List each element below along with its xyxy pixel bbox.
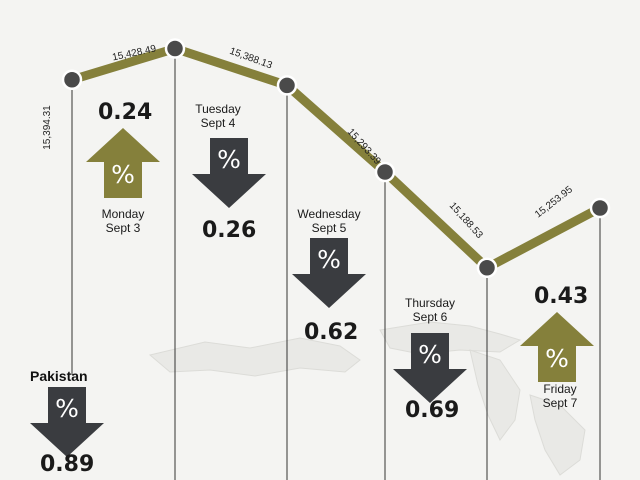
data-points — [61, 38, 611, 279]
percent-symbol: % — [418, 340, 442, 369]
change-value: 0.26 — [202, 218, 257, 243]
day-label: Tuesday Sept 4 — [195, 102, 241, 130]
data-point — [164, 38, 186, 59]
point-value-label: 15,394.31 — [42, 105, 53, 150]
up-arrow-icon: % — [520, 312, 594, 382]
down-arrow-icon: % — [292, 238, 366, 308]
day-label: Wednesday Sept 5 — [297, 207, 361, 235]
down-arrow-icon: % — [393, 333, 467, 403]
down-arrow-icon: % — [192, 138, 266, 208]
series-line — [67, 44, 605, 273]
change-value: 0.43 — [534, 284, 589, 309]
percent-symbol: % — [545, 344, 569, 373]
percent-symbol: % — [317, 245, 341, 274]
vertical-guides — [71, 48, 601, 480]
data-point — [589, 197, 611, 219]
down-arrow-icon: % — [30, 387, 104, 457]
up-arrow-icon: % — [86, 128, 160, 198]
day-label: Monday Sept 3 — [101, 207, 145, 235]
change-value: 0.24 — [98, 100, 153, 125]
percent-symbol: % — [217, 145, 241, 174]
percent-symbol: % — [111, 160, 135, 189]
data-point — [276, 75, 298, 96]
change-value: 0.89 — [40, 452, 95, 477]
region-label: Pakistan — [30, 368, 88, 384]
change-value: 0.69 — [405, 398, 460, 423]
data-point — [374, 161, 396, 183]
data-point — [476, 257, 498, 279]
day-label: Thursday Sept 6 — [404, 296, 456, 324]
percent-symbol: % — [55, 394, 79, 423]
change-value: 0.62 — [304, 320, 359, 345]
map-background — [148, 321, 586, 476]
day-label: Friday Sept 7 — [542, 382, 578, 410]
point-value-label: 15,253.95 — [533, 184, 575, 220]
data-point — [61, 69, 83, 91]
